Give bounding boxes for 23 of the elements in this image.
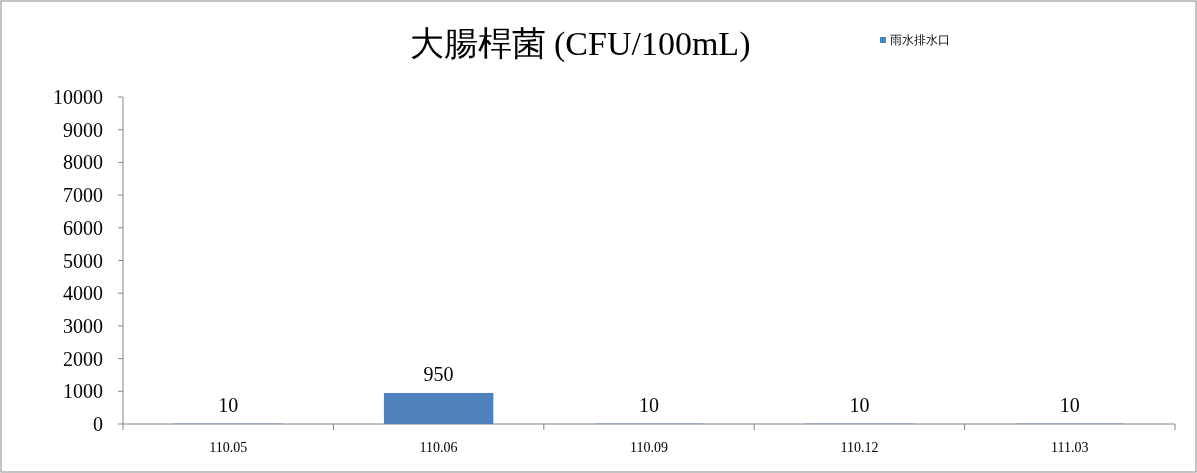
x-tick-label: 110.09 <box>630 440 668 455</box>
y-tick-label: 8000 <box>63 151 103 174</box>
y-tick-label: 1000 <box>63 380 103 403</box>
y-tick-label: 7000 <box>63 184 103 207</box>
y-tick-label: 4000 <box>63 282 103 305</box>
y-tick-label: 10000 <box>53 86 103 108</box>
x-tick-label: 110.06 <box>419 440 458 455</box>
chart-title: 大腸桿菌 (CFU/100mL) <box>409 25 751 63</box>
y-tick-label: 9000 <box>63 118 103 141</box>
x-tick-label: 110.12 <box>840 440 879 455</box>
data-label: 10 <box>849 393 870 416</box>
y-tick-label: 0 <box>93 413 103 435</box>
y-tick-label: 6000 <box>63 216 103 239</box>
y-tick-label: 3000 <box>63 314 103 337</box>
data-label: 10 <box>639 393 659 416</box>
data-label: 950 <box>423 362 454 385</box>
x-tick-label: 111.03 <box>1051 440 1089 455</box>
legend-label: 雨水排水口 <box>890 33 950 47</box>
data-label: 10 <box>1059 393 1080 416</box>
x-tick-label: 110.05 <box>209 440 248 455</box>
y-tick-label: 2000 <box>63 347 103 370</box>
data-label: 10 <box>218 393 239 416</box>
y-tick-label: 5000 <box>63 249 103 272</box>
